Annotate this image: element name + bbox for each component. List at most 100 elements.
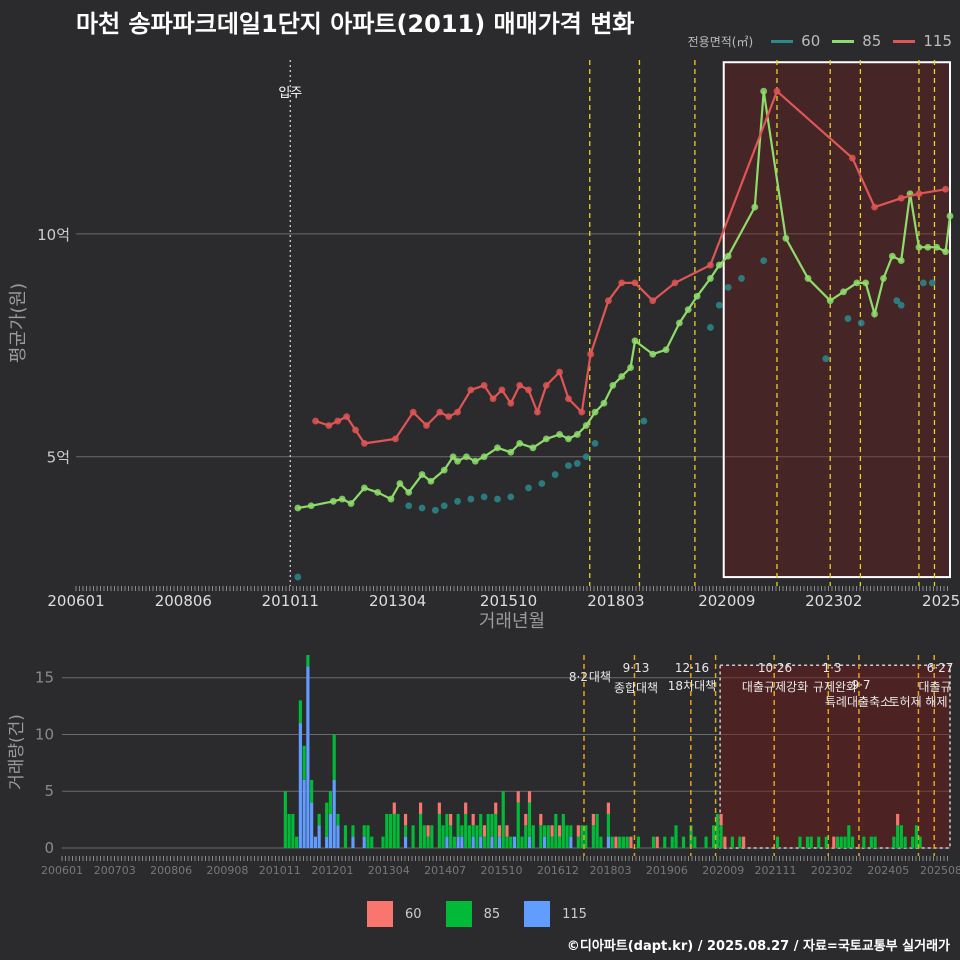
bar-85-121 xyxy=(738,836,742,848)
point-85-26 xyxy=(582,422,590,429)
point-85-38 xyxy=(707,275,714,282)
bar-85-94 xyxy=(636,836,641,848)
point-115-30 xyxy=(707,261,714,269)
ytick-label: 5억 xyxy=(47,449,70,467)
bar-85-74 xyxy=(561,813,565,848)
legend-bottom-item-60: 60 xyxy=(367,901,422,927)
bar-85-76 xyxy=(569,825,573,837)
point-85-46 xyxy=(840,288,847,296)
bar-85-34 xyxy=(411,825,415,848)
bar-85-63 xyxy=(520,836,524,848)
point-115-18 xyxy=(525,386,532,394)
bar-85-22 xyxy=(366,825,370,848)
bar-85-72 xyxy=(554,813,558,848)
point-85-17 xyxy=(480,453,488,461)
bar-60-65 xyxy=(527,791,532,803)
legend-bottom-item-115: 115 xyxy=(524,901,587,927)
bar-85-48 xyxy=(464,813,468,848)
legend-top: 전용면적(㎡) 60 85 115 xyxy=(688,32,952,50)
bar-85-109 xyxy=(693,836,697,848)
bar-85-59 xyxy=(505,836,509,848)
bar-85-39 xyxy=(430,825,434,848)
point-85-7 xyxy=(387,495,395,503)
legend-box-115 xyxy=(524,901,551,927)
point-115-28 xyxy=(649,297,657,305)
bar-85-54 xyxy=(486,813,490,848)
point-85-27 xyxy=(591,408,599,416)
point-85-54 xyxy=(915,243,923,251)
bar-85-90 xyxy=(621,836,626,848)
point-115-9 xyxy=(436,408,444,416)
point-60-3 xyxy=(431,506,439,514)
legend-top-item-60: 60 xyxy=(771,32,820,50)
bar-60-73 xyxy=(557,825,562,837)
bar-y-axis-title: 거래량(건) xyxy=(7,714,27,790)
legend-label-60: 60 xyxy=(801,32,821,50)
xtick-label: 2025 xyxy=(922,592,960,610)
legend-swatch-60 xyxy=(771,39,794,43)
point-85-16 xyxy=(471,457,479,465)
bar-85-80 xyxy=(584,825,588,848)
event-annotation-0: 8·2 xyxy=(569,670,588,684)
bar-85-66 xyxy=(531,825,535,848)
bar-60-62 xyxy=(516,791,520,803)
bar-85-32 xyxy=(403,825,408,837)
event-annotation-9: 규제완화 xyxy=(813,680,857,694)
point-85-23 xyxy=(556,431,563,438)
xtick-label: 202302 xyxy=(805,592,862,610)
bar-115-11 xyxy=(325,836,329,848)
point-60-9 xyxy=(507,493,515,501)
point-85-35 xyxy=(675,319,683,327)
bar-85-69 xyxy=(542,825,547,837)
bar-60-92 xyxy=(629,836,633,848)
point-85-49 xyxy=(871,310,878,318)
point-85-55 xyxy=(924,243,932,251)
legend-bottom-label-85: 85 xyxy=(483,906,501,922)
point-85-48 xyxy=(862,279,870,287)
legend-bottom: 60 85 115 xyxy=(0,901,960,927)
point-60-7 xyxy=(480,493,488,501)
bar-85-165 xyxy=(903,836,907,848)
xtick-label: 200806 xyxy=(155,592,212,610)
point-60-8 xyxy=(494,495,501,503)
bar-60-29 xyxy=(392,802,396,814)
bar-85-50 xyxy=(471,825,475,837)
bar-xtick-label: 202508 xyxy=(920,864,960,877)
bar-xtick-label: 200806 xyxy=(150,864,192,877)
bar-85-41 xyxy=(437,813,441,848)
legend-label-85: 85 xyxy=(862,32,882,50)
xtick-label: 201304 xyxy=(369,592,426,610)
point-115-10 xyxy=(445,413,453,421)
bar-60-44 xyxy=(449,813,453,826)
bar-60-50 xyxy=(471,813,475,826)
point-85-42 xyxy=(760,87,768,95)
bar-60-36 xyxy=(419,802,423,814)
bar-85-139 xyxy=(805,836,810,848)
bar-60-88 xyxy=(614,836,618,848)
bar-115-47 xyxy=(460,836,464,848)
legend-bottom-label-115: 115 xyxy=(562,906,587,922)
bar-xtick-label: 200908 xyxy=(206,864,248,877)
bar-85-112 xyxy=(704,836,708,848)
point-115-22 xyxy=(565,395,572,403)
bar-85-169 xyxy=(918,836,922,848)
bar-85-150 xyxy=(847,825,851,848)
bar-85-55 xyxy=(490,813,494,837)
point-60-11 xyxy=(538,480,546,487)
bar-115-69 xyxy=(542,836,547,848)
bar-85-151 xyxy=(850,836,855,848)
bar-85-70 xyxy=(546,825,550,848)
point-115-19 xyxy=(534,408,541,416)
bar-85-140 xyxy=(809,836,813,848)
point-85-15 xyxy=(463,453,470,461)
bar-85-36 xyxy=(419,813,423,848)
event-annotation-2: 9·13 xyxy=(623,661,650,675)
bar-60-78 xyxy=(576,825,580,837)
bar-85-73 xyxy=(557,836,562,848)
event-annotation-6: 10·26 xyxy=(758,661,792,675)
event-annotation-12: 토허제 해제 xyxy=(888,695,947,709)
point-85-29 xyxy=(609,382,617,389)
bar-115-61 xyxy=(512,836,517,848)
bar-85-1 xyxy=(287,813,291,848)
point-115-12 xyxy=(467,386,475,394)
